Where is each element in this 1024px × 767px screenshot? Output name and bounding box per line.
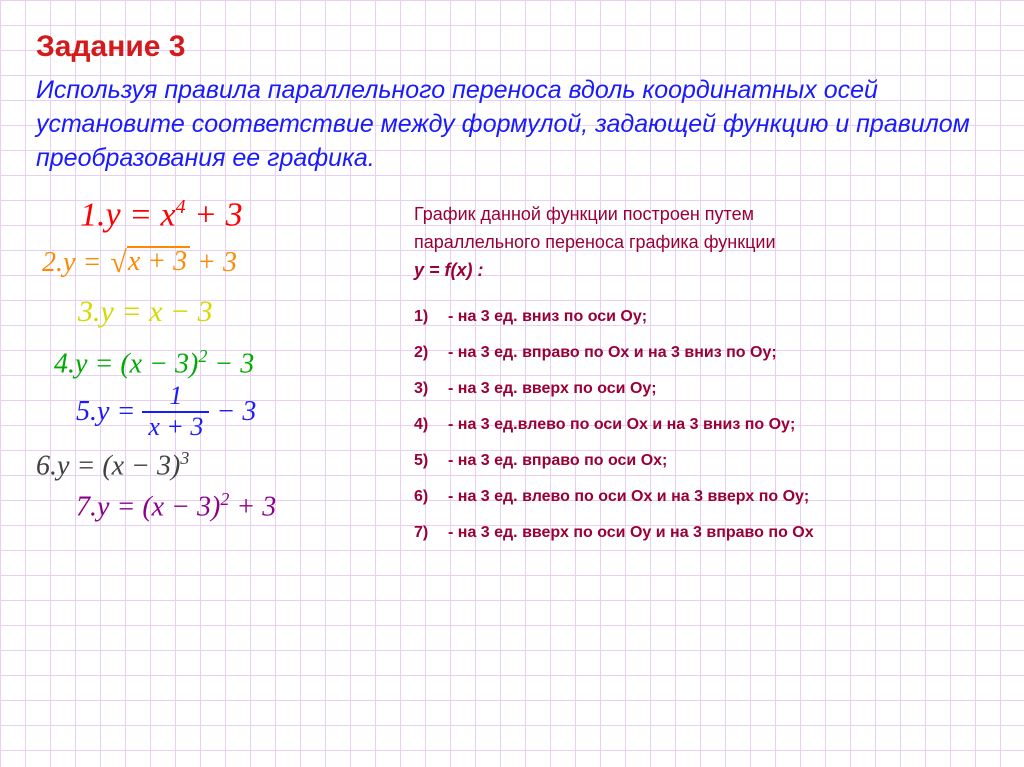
answer-6: 6) - на 3 ед. влево по оси Ox и на 3 вве… xyxy=(414,489,988,505)
task-title: Задание 3 xyxy=(36,30,988,64)
answer-number: 3) xyxy=(414,381,434,397)
slide-content: Задание 3 Используя правила параллельног… xyxy=(0,0,1024,581)
formula-2: 2.y = x + 3 + 3 xyxy=(42,247,396,277)
intro-line-1: График данной функции построен путем xyxy=(414,204,754,224)
answer-1: 1) - на 3 ед. вниз по оси Oy; xyxy=(414,309,988,325)
answer-3: 3) - на 3 ед. вверх по оси Oy; xyxy=(414,381,988,397)
answer-number: 6) xyxy=(414,489,434,505)
formula-4: 4.y = (x − 3)2 − 3 xyxy=(54,347,396,378)
answer-number: 7) xyxy=(414,525,434,541)
answer-2: 2) - на 3 ед. вправо по Ox и на 3 вниз п… xyxy=(414,345,988,361)
columns: 1.y = x4 + 3 2.y = x + 3 + 3 3.y = x − 3… xyxy=(36,197,988,561)
answer-number: 4) xyxy=(414,417,434,433)
task-instruction: Используя правила параллельного переноса… xyxy=(36,74,986,175)
intro-fx: y = f(x) : xyxy=(414,260,484,280)
formula-5: 5.y = 1x + 3 − 3 xyxy=(76,384,396,443)
formula-7: 7.y = (x − 3)2 + 3 xyxy=(76,490,396,521)
intro-line-2: параллельного переноса графика функции xyxy=(414,232,776,252)
answer-number: 5) xyxy=(414,453,434,469)
answer-4: 4) - на 3 ед.влево по оси Ox и на 3 вниз… xyxy=(414,417,988,433)
answer-text: - на 3 ед. вверх по оси Oy и на 3 вправо… xyxy=(448,525,814,541)
formulas-column: 1.y = x4 + 3 2.y = x + 3 + 3 3.y = x − 3… xyxy=(36,197,396,561)
formula-1: 1.y = x4 + 3 xyxy=(80,197,396,232)
answer-text: - на 3 ед. вправо по Ox и на 3 вниз по O… xyxy=(448,345,777,361)
answer-5: 5) - на 3 ед. вправо по оси Ox; xyxy=(414,453,988,469)
answer-7: 7) - на 3 ед. вверх по оси Oy и на 3 впр… xyxy=(414,525,988,541)
answers-intro: График данной функции построен путем пар… xyxy=(414,201,988,285)
answer-number: 2) xyxy=(414,345,434,361)
answer-number: 1) xyxy=(414,309,434,325)
answer-text: - на 3 ед. вниз по оси Oy; xyxy=(448,309,647,325)
answer-text: - на 3 ед. вправо по оси Ox; xyxy=(448,453,667,469)
answers-column: График данной функции построен путем пар… xyxy=(414,197,988,561)
answers-list: 1) - на 3 ед. вниз по оси Oy; 2) - на 3 … xyxy=(414,309,988,541)
answer-text: - на 3 ед. вверх по оси Oy; xyxy=(448,381,657,397)
answer-text: - на 3 ед. влево по оси Ox и на 3 вверх … xyxy=(448,489,809,505)
formula-3: 3.y = x − 3 xyxy=(78,297,396,327)
formula-6: 6.y = (x − 3)3 xyxy=(36,449,396,480)
answer-text: - на 3 ед.влево по оси Ox и на 3 вниз по… xyxy=(448,417,795,433)
